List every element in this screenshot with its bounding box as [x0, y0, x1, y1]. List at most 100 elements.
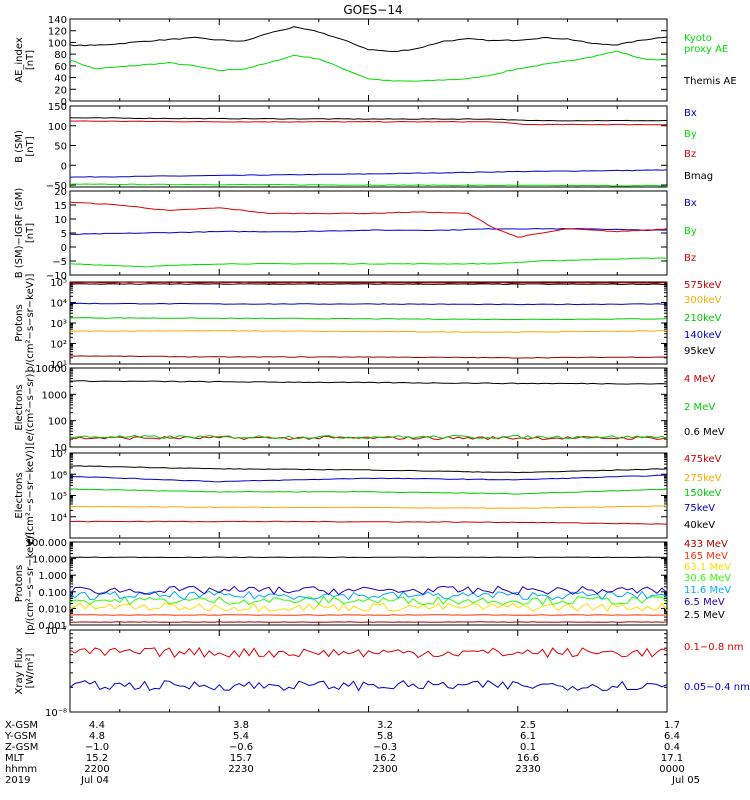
y-tick-label: 10⁵ — [50, 278, 67, 289]
series-line — [69, 120, 668, 126]
legend-label: 0.6 MeV — [684, 427, 725, 438]
panel-7: 0.001 0.010 0.100 1.000 10.000 100.000Protons… — [14, 532, 731, 635]
series-line — [69, 50, 668, 82]
legend-label: 11.6 MeV — [684, 585, 731, 596]
y-tick-label: −10 — [46, 271, 67, 282]
legend-label: By — [684, 226, 697, 237]
legend-label: 63.1 MeV — [684, 562, 731, 573]
y-tick-label: 50 — [54, 142, 67, 153]
x-row-label: MLT — [5, 753, 25, 764]
y-axis-title: B (SM)−IGRF (SM)[nT] — [14, 188, 36, 279]
x-row-label: hhmm — [5, 764, 37, 775]
legend-label: 75keV — [684, 503, 715, 514]
x-row-value: 15.2 — [86, 753, 108, 764]
legend-label: 140keV — [684, 330, 722, 341]
y-tick-label: 0.010 — [38, 604, 67, 615]
y-tick-label: 10⁻⁷ — [45, 626, 67, 637]
x-row-value: 3.2 — [377, 720, 393, 731]
y-tick-label: 1.000 — [38, 571, 67, 582]
legend-label: Kyoto proxy AE — [684, 33, 728, 55]
x-row-value: 5.8 — [377, 731, 393, 742]
series-line — [69, 169, 668, 178]
panel-4: 10¹ 10² 10³ 10⁴ 10⁵ Protonsp/(cm²−s−sr−keV)] 5… — [14, 274, 722, 373]
y-tick-label: −50 — [46, 181, 67, 192]
y-tick-label: 0 — [61, 243, 67, 254]
x-row-value: 16.2 — [374, 753, 396, 764]
legend-label: 475keV — [684, 454, 722, 465]
y-tick-label: 10⁷ — [50, 449, 67, 460]
x-row-value: 0.4 — [664, 742, 680, 753]
panel-frame — [69, 541, 668, 626]
y-axis-title: AE_index[nT] — [14, 37, 36, 83]
y-tick-label: 20 — [54, 187, 67, 198]
x-row-value: 5.4 — [233, 731, 249, 742]
legend-label: Bmag — [684, 171, 713, 182]
panel-frame — [69, 452, 668, 539]
series-line — [69, 646, 668, 659]
y-tick-label: 120 — [48, 27, 67, 38]
panel-frame — [69, 629, 668, 713]
series-line — [69, 201, 668, 238]
legend-label: 210keV — [684, 313, 722, 324]
y-axis-title: Xray Flux[W/m²] — [14, 647, 36, 694]
legend-label: 300keV — [684, 295, 722, 306]
y-tick-label: 10 — [54, 215, 67, 226]
y-tick-label: 60 — [54, 62, 67, 73]
y-tick-label: −5 — [52, 257, 67, 268]
series-line — [69, 302, 668, 306]
y-tick-label: 140 — [48, 15, 67, 26]
x-row-value: 6.4 — [664, 731, 680, 742]
series-line — [69, 257, 668, 268]
y-tick-label: 10⁴ — [50, 513, 67, 524]
y-tick-label: 10.000 — [32, 555, 67, 566]
legend-label: Bz — [684, 149, 696, 160]
legend-label: Bz — [684, 253, 696, 264]
y-tick-label: 10² — [50, 340, 67, 351]
y-tick-label: 1000 — [42, 390, 67, 401]
legend-label: 2 MeV — [684, 402, 715, 413]
series-line — [69, 183, 668, 187]
series-line — [69, 434, 668, 440]
x-row-label: X-GSM — [5, 720, 38, 731]
legend-label: 575keV — [684, 280, 722, 291]
x-row-label: Z-GSM — [5, 742, 38, 753]
y-tick-label: 100 — [48, 38, 67, 49]
x-row-value: Jul 04 — [80, 775, 109, 786]
series-line — [69, 488, 667, 495]
legend-label: 433 MeV — [684, 539, 728, 550]
legend-label: 2.5 MeV — [684, 610, 725, 621]
panel-6: 10⁴ 10⁵ 10⁶ 10⁷ Electronse/(cm²−s−sr−keV)] 47… — [14, 446, 722, 545]
x-row-value: −1.0 — [85, 742, 109, 753]
series-line — [69, 595, 668, 606]
y-tick-label: 0.100 — [38, 588, 67, 599]
y-tick-label: 10 — [54, 443, 67, 454]
legend-label: 165 MeV — [684, 551, 728, 562]
x-row-value: 2.5 — [520, 720, 536, 731]
series-line — [69, 680, 668, 692]
y-axis-title: Electrons[e/(cm²−s−sr)] — [14, 370, 36, 446]
y-axis-title: Protonsp/(cm²−s−sr−keV)] — [14, 274, 36, 373]
x-row-value: 2330 — [515, 764, 540, 775]
series-line — [69, 585, 668, 596]
series-line — [69, 520, 668, 525]
y-tick-label: 0.001 — [38, 621, 67, 632]
y-tick-label: 80 — [54, 50, 67, 61]
x-row-value: 3.8 — [233, 720, 249, 731]
series-line — [69, 474, 668, 483]
legend-label: 6.5 MeV — [684, 597, 725, 608]
legend-label: 4 MeV — [684, 374, 715, 385]
x-row-value: 0000 — [659, 764, 684, 775]
legend-label: 0.05−0.4 nm — [684, 682, 750, 693]
x-row-label: 2019 — [5, 775, 30, 786]
series-line — [69, 26, 668, 53]
x-row-value: 2230 — [228, 764, 253, 775]
x-row-value: 6.1 — [520, 731, 536, 742]
y-tick-label: 10⁻⁸ — [45, 708, 67, 719]
x-row-value: 17.1 — [661, 753, 683, 764]
x-row-value: −0.3 — [373, 742, 397, 753]
x-row-value: 15.7 — [230, 753, 252, 764]
y-tick-label: 100 — [48, 417, 67, 428]
x-row-value: 4.8 — [89, 731, 105, 742]
y-tick-label: 5 — [61, 229, 67, 240]
